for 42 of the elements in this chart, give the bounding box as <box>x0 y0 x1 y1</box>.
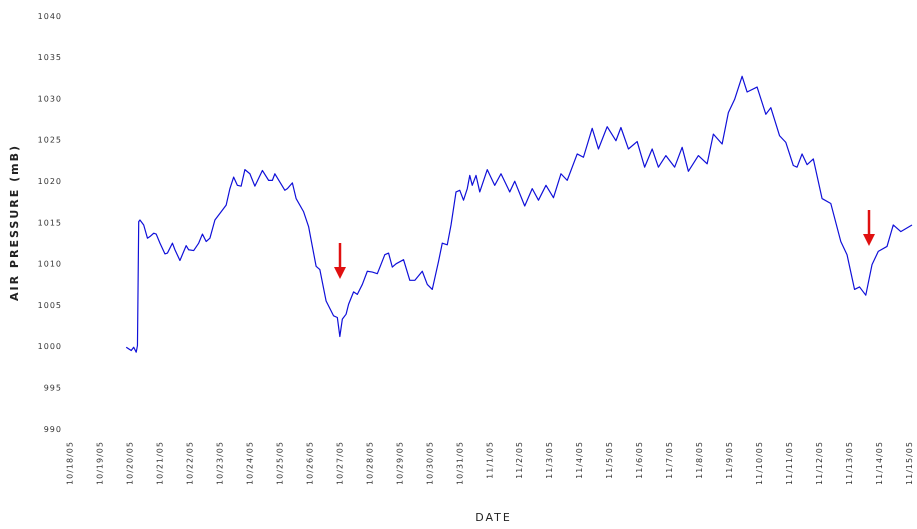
y-tick-label: 1010 <box>38 260 62 269</box>
y-tick-label: 990 <box>44 424 62 434</box>
x-tick-label: 10/18/05 <box>66 441 74 485</box>
x-tick-label: 10/26/05 <box>305 441 314 485</box>
x-tick-label: 10/27/05 <box>335 441 344 485</box>
x-tick-label: 10/31/05 <box>455 441 464 485</box>
x-tick-label: 10/23/05 <box>215 441 224 485</box>
x-tick-label: 11/1/05 <box>485 441 494 479</box>
y-axis-title: AIR PRESSURE (mB) <box>8 144 21 301</box>
x-tick-label: 11/14/05 <box>875 441 884 485</box>
y-tick-label: 1025 <box>38 136 62 145</box>
x-axis-title: DATE <box>475 511 512 524</box>
x-tick-label: 10/24/05 <box>245 441 254 485</box>
x-tick-label: 11/13/05 <box>845 441 854 485</box>
x-tick-label: 11/10/05 <box>755 441 764 485</box>
x-tick-label: 10/20/05 <box>125 441 134 485</box>
y-tick-label: 1035 <box>38 53 62 62</box>
y-tick-label: 995 <box>44 384 62 393</box>
y-tick-label: 1030 <box>38 94 62 104</box>
y-tick-label: 1020 <box>38 177 62 186</box>
x-tick-label: 10/21/05 <box>155 441 164 485</box>
x-tick-label: 11/15/05 <box>905 441 914 485</box>
x-tick-label: 10/19/05 <box>95 441 104 485</box>
x-tick-label: 11/11/05 <box>785 441 794 485</box>
x-tick-label: 10/29/05 <box>395 441 404 485</box>
y-tick-label: 1040 <box>38 12 62 21</box>
x-tick-label: 11/3/05 <box>545 441 554 479</box>
y-tick-label: 1000 <box>38 342 62 352</box>
y-tick-label: 1005 <box>38 300 62 310</box>
x-tick-label: 11/9/05 <box>725 441 734 479</box>
x-tick-label: 10/22/05 <box>185 441 194 485</box>
y-tick-label: 1015 <box>38 218 62 228</box>
x-tick-label: 11/6/05 <box>635 441 644 479</box>
x-tick-label: 11/8/05 <box>695 441 704 479</box>
x-tick-label: 11/12/05 <box>815 441 824 485</box>
x-tick-label: 11/7/05 <box>665 441 674 479</box>
x-tick-label: 11/4/05 <box>575 441 584 479</box>
x-tick-label: 11/2/05 <box>515 441 524 479</box>
x-tick-label: 11/5/05 <box>605 441 614 479</box>
x-tick-label: 10/30/05 <box>425 441 434 485</box>
x-tick-label: 10/28/05 <box>365 441 374 485</box>
x-tick-label: 10/25/05 <box>275 441 284 485</box>
